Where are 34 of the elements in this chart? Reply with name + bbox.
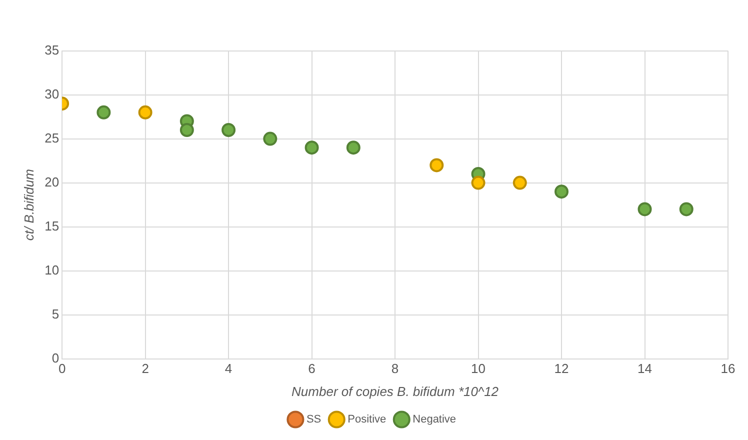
point (96, 105, 111, 120)
legend-label: SS (306, 414, 322, 426)
y-tick-label: 10 (44, 262, 60, 278)
y-axis-title: ct/ B.bifidum (21, 168, 36, 241)
point (638, 202, 652, 216)
point (180, 123, 194, 137)
y-tick-label: 25 (44, 130, 60, 146)
point (430, 158, 444, 172)
y-tick-label: 5 (52, 306, 60, 322)
y-tick-label: 20 (44, 174, 60, 190)
x-tick-label: 14 (638, 361, 652, 376)
y-tick-label: 0 (52, 350, 60, 366)
point (471, 176, 486, 190)
y-tick-label: 30 (44, 86, 60, 102)
x-tick-label: 12 (554, 361, 569, 376)
y-tick-label: 35 (44, 42, 60, 58)
x-tick-label: 8 (391, 361, 399, 376)
x-tick-label: 4 (224, 361, 232, 376)
x-tick-label: 6 (308, 361, 316, 376)
point (222, 123, 236, 137)
point (512, 176, 527, 190)
legend-label: Positive (348, 414, 386, 426)
legend-label: Negative (412, 414, 456, 426)
x-tick-label: 2 (142, 361, 149, 376)
point (554, 184, 569, 199)
point (346, 140, 360, 155)
point (263, 132, 278, 146)
x-tick-label: 16 (720, 361, 736, 376)
point (304, 140, 319, 155)
x-tick-label: 10 (471, 361, 486, 376)
point (679, 202, 694, 216)
point (138, 105, 152, 120)
y-tick-label: 15 (44, 218, 60, 234)
x-axis-title: Number of copies B. bifidum *10^12 (292, 384, 500, 399)
